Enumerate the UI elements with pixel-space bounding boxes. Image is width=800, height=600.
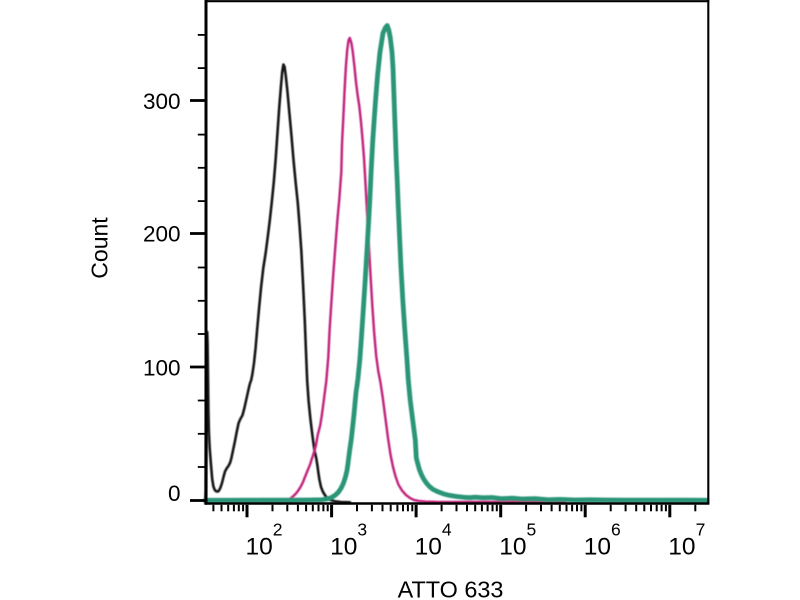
svg-text:104: 104 — [415, 520, 452, 561]
svg-text:106: 106 — [584, 520, 621, 561]
svg-text:103: 103 — [330, 520, 367, 561]
svg-text:105: 105 — [499, 520, 536, 561]
svg-text:100: 100 — [143, 356, 181, 381]
svg-text:Count: Count — [87, 217, 113, 279]
svg-text:200: 200 — [143, 222, 181, 247]
svg-text:ATTO 633: ATTO 633 — [398, 577, 504, 600]
svg-text:107: 107 — [668, 520, 705, 561]
svg-text:300: 300 — [143, 89, 181, 114]
svg-text:0: 0 — [168, 481, 181, 506]
svg-text:102: 102 — [246, 520, 283, 561]
